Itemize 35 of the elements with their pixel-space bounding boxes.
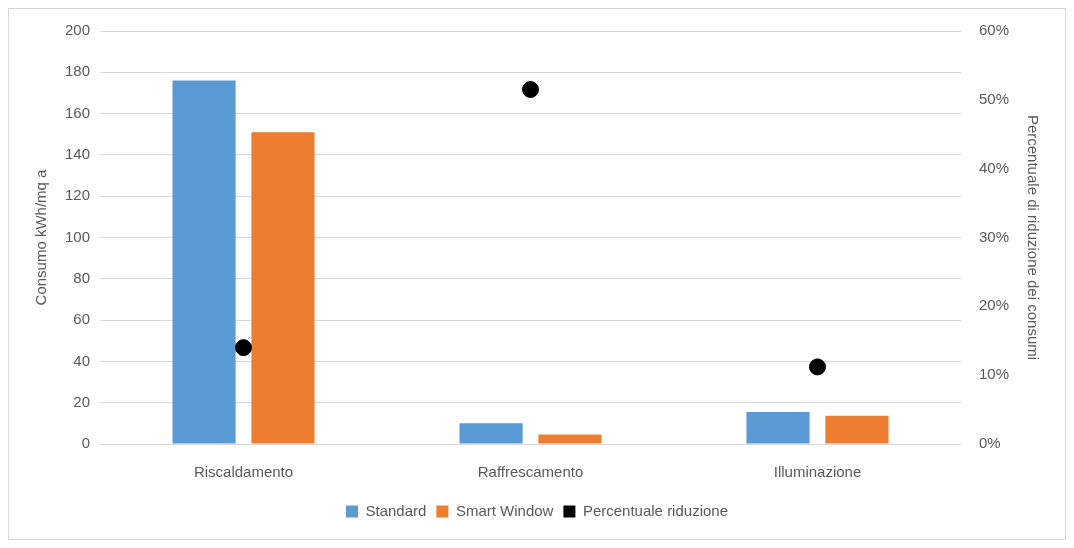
y-axis-title: Consumo kWh/mq a xyxy=(32,168,50,306)
y2-tick-label: 50% xyxy=(978,89,1010,107)
x-tick-label: Raffrescamento xyxy=(477,463,584,481)
y-tick-label: 80 xyxy=(73,268,91,286)
y2-tick-label: 60% xyxy=(978,21,1010,39)
y2-axis-title: Percentuale di riduzione dei consumi xyxy=(1024,114,1042,361)
y-tick-label: 160 xyxy=(65,103,91,121)
x-tick-label: Illuminazione xyxy=(773,463,862,481)
y-tick-label: 120 xyxy=(65,186,91,204)
bar xyxy=(251,132,315,444)
y2-tick-label: 10% xyxy=(978,365,1010,383)
y2-tick-label: 30% xyxy=(978,227,1010,245)
legend-label: Standard xyxy=(365,501,427,519)
bar xyxy=(538,434,602,444)
y-tick-label: 40 xyxy=(73,351,91,369)
y-tick-label: 200 xyxy=(65,21,91,39)
x-tick-label: Riscaldamento xyxy=(193,463,294,481)
y-tick-label: 140 xyxy=(65,145,91,163)
bar xyxy=(746,411,810,444)
y-tick-label: 180 xyxy=(65,62,91,80)
point xyxy=(808,358,826,376)
y-tick-label: 60 xyxy=(73,310,91,328)
bar xyxy=(172,80,236,444)
y2-tick-label: 0% xyxy=(978,434,1001,452)
bar xyxy=(459,423,523,444)
y-tick-label: 0 xyxy=(81,434,91,452)
y-tick-label: 20 xyxy=(73,392,91,410)
bar xyxy=(825,415,889,444)
legend-label: Smart Window xyxy=(455,501,554,519)
point xyxy=(522,81,539,99)
y2-tick-label: 20% xyxy=(978,296,1010,314)
point xyxy=(235,339,253,357)
y-tick-label: 100 xyxy=(65,227,91,245)
y2-tick-label: 40% xyxy=(978,158,1010,176)
legend-label: Percentuale riduzione xyxy=(582,501,728,519)
